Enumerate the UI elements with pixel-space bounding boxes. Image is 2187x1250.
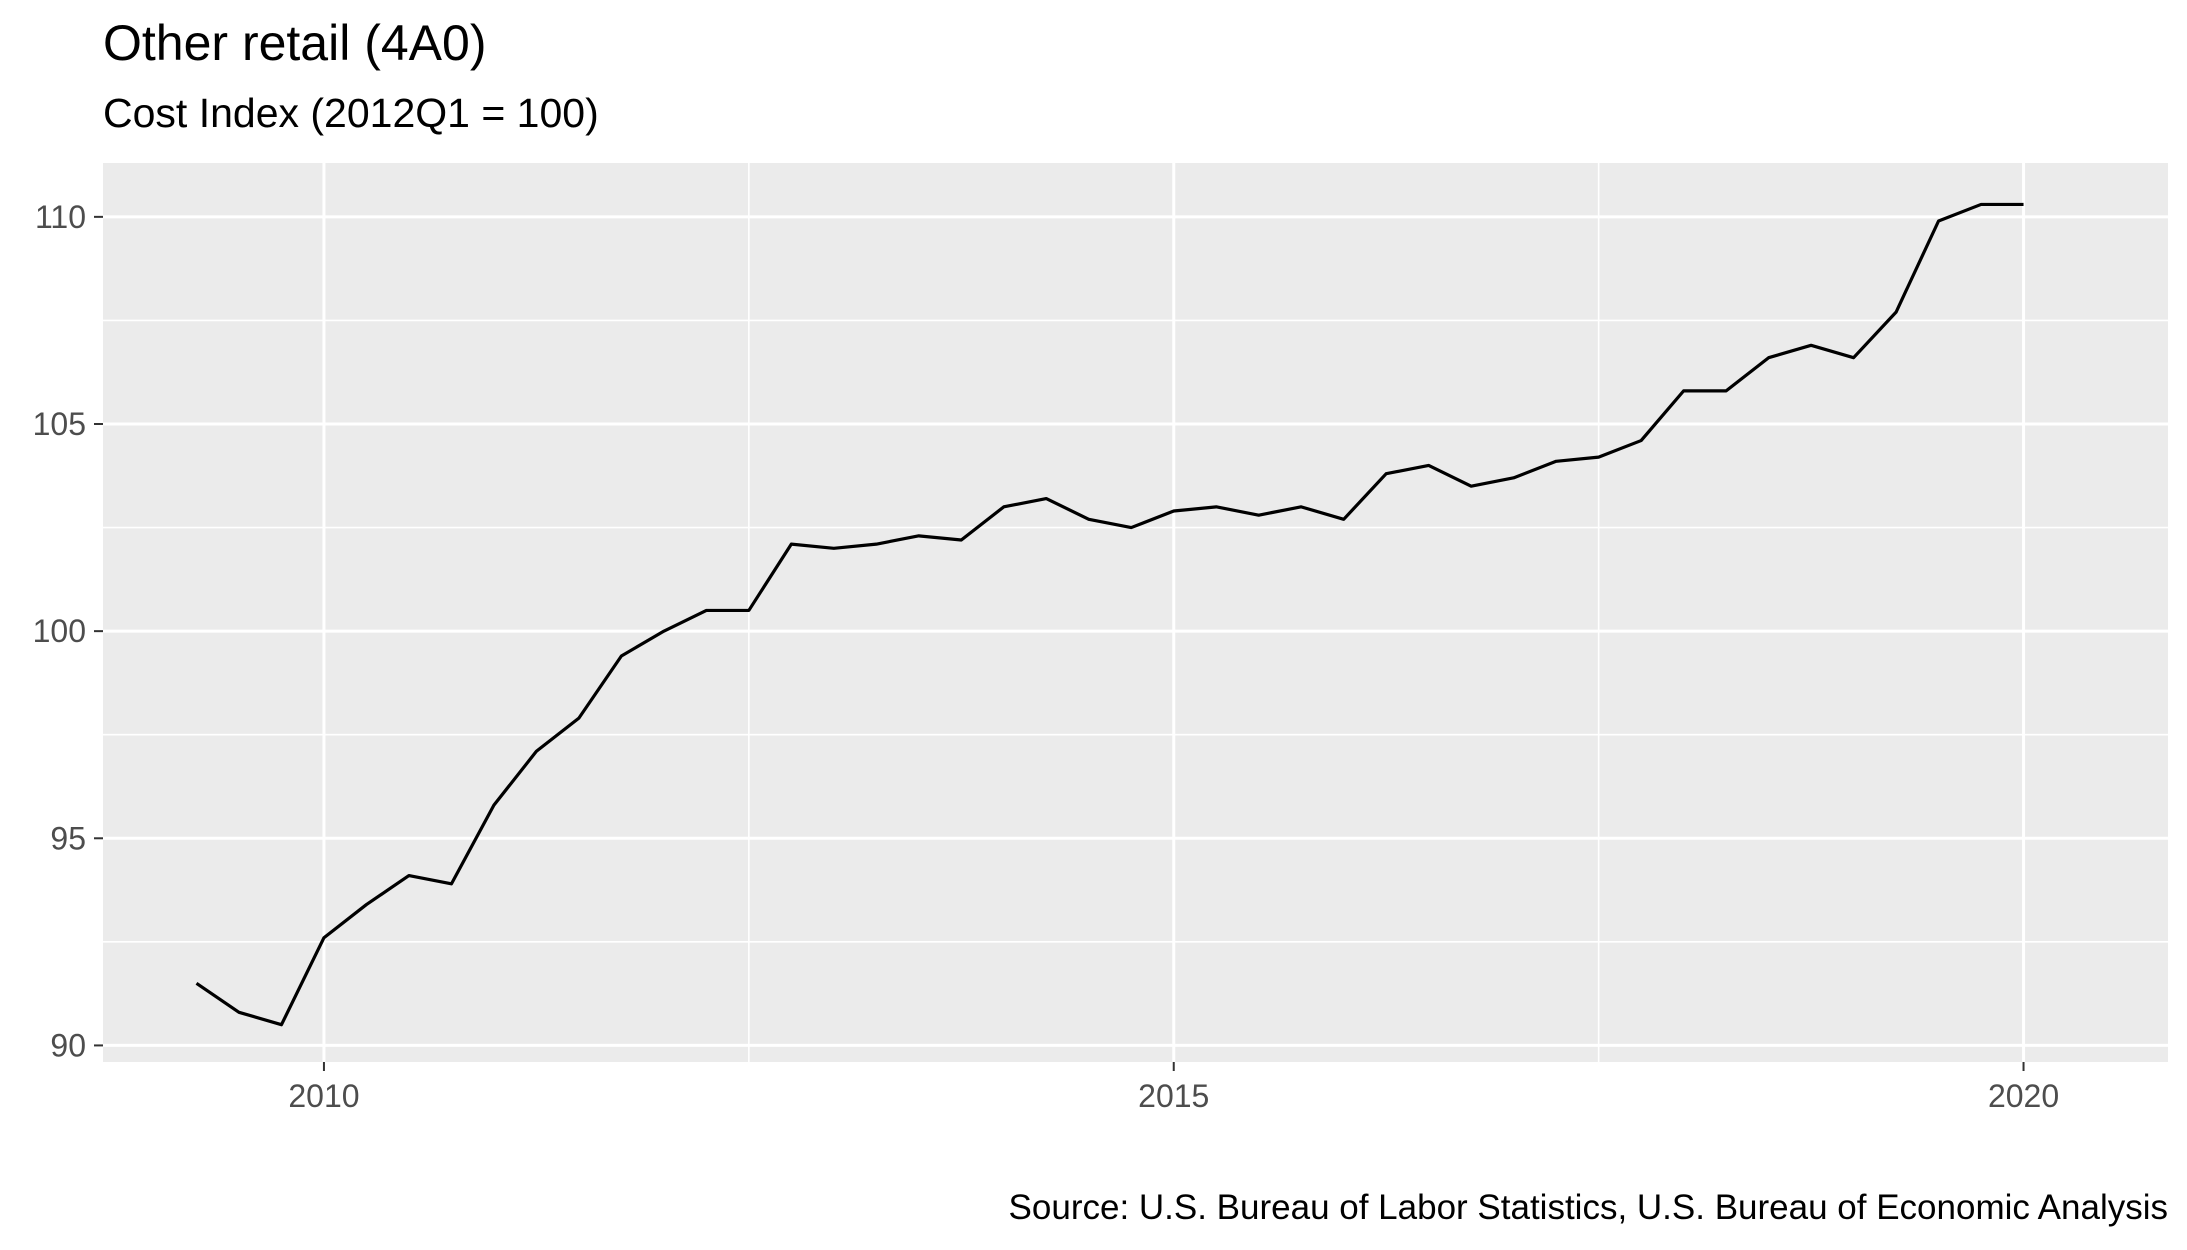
x-axis-tick-label: 2015 — [1138, 1078, 1209, 1114]
y-axis-tick-label: 110 — [35, 199, 86, 235]
series-line — [195, 202, 2024, 1027]
x-axis-tick-label: 2020 — [1988, 1078, 2059, 1114]
y-axis-tick-label: 105 — [33, 406, 86, 442]
y-axis-tick-label: 100 — [33, 613, 86, 649]
chart-caption: Source: U.S. Bureau of Labor Statistics,… — [1008, 1188, 2168, 1227]
y-axis-tick-label: 90 — [50, 1027, 86, 1063]
y-axis-tick-label: 95 — [50, 820, 86, 856]
chart-subtitle: Cost Index (2012Q1 = 100) — [103, 90, 599, 136]
x-axis-tick-label: 2010 — [288, 1078, 359, 1114]
chart-title: Other retail (4A0) — [103, 15, 487, 71]
plot-panel — [103, 163, 2168, 1062]
